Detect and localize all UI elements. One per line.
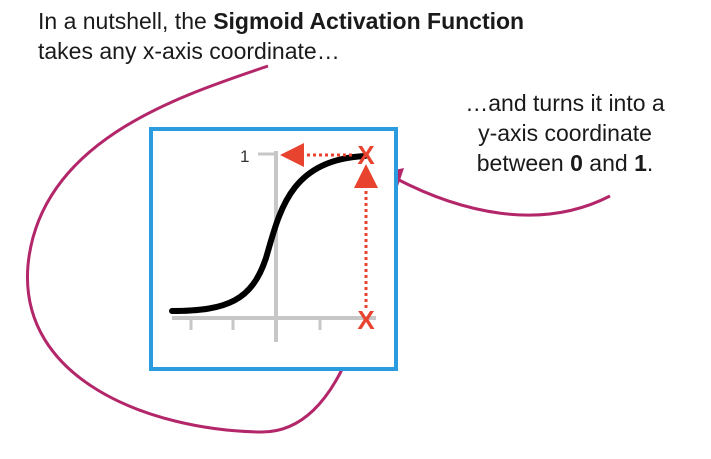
marker-x-output: X [357,140,375,170]
callout-arrow-y-output [394,176,611,217]
caption-intro-text: In a nutshell, the [38,8,214,34]
marker-x-input: X [357,305,375,335]
caption-between-text: between [476,150,571,176]
caption-result-line-2: y-axis coordinate [478,120,652,146]
sigmoid-curve [169,153,368,314]
caption-intro-text-end: takes any x-axis coordinate… [38,38,340,64]
caption-intro: In a nutshell, the Sigmoid Activation Fu… [38,6,558,66]
caption-zero: 0 [570,150,583,176]
caption-and-text: and [582,150,635,176]
caption-one: 1 [634,150,647,176]
caption-period: . [646,150,654,176]
caption-result-line-1: …and turns it into a [465,90,665,116]
y-tick-label-one: 1 [240,147,249,166]
caption-intro-bold: Sigmoid Activation Function [213,8,525,34]
callout-arrow-x-input [26,64,352,434]
caption-result: …and turns it into a y-axis coordinate bet… [430,88,700,178]
caption-result-line-3: between 0 and 1. [430,148,700,178]
